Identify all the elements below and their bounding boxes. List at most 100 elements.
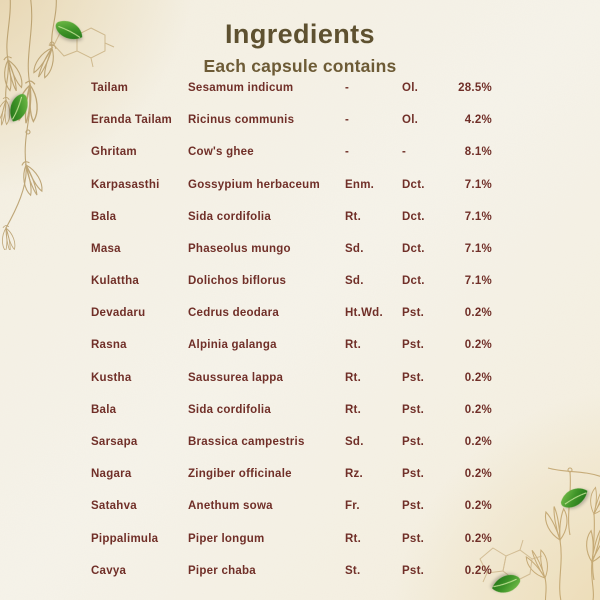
ingredient-percentage: 0.2% — [464, 532, 492, 545]
ingredient-form: Pst. — [402, 564, 425, 577]
ingredient-part-used: Sd. — [345, 242, 364, 255]
ingredient-percentage: 0.2% — [464, 564, 492, 577]
ingredient-part-used: Rz. — [345, 468, 363, 481]
ingredient-botanical-name: Dolichos biflorus — [188, 275, 287, 288]
ingredient-percentage: 7.1% — [464, 210, 492, 223]
ingredient-sanskrit-name: Bala — [91, 403, 117, 416]
ingredient-percentage: 0.2% — [464, 468, 492, 481]
ingredient-botanical-name: Zingiber officinale — [188, 468, 292, 481]
ingredient-botanical-name: Anethum sowa — [188, 500, 273, 513]
ingredient-form: Dct. — [402, 178, 425, 191]
ingredient-percentage: 8.1% — [464, 146, 492, 159]
ingredient-row: Pippalimula Piper longum Rt. Pst. 0.2% — [91, 523, 492, 555]
ingredient-sanskrit-name: Ghritam — [91, 146, 137, 159]
ingredient-part-used: Sd. — [345, 436, 364, 449]
ingredient-botanical-name: Gossypium herbaceum — [188, 178, 320, 191]
ingredient-sanskrit-name: Satahva — [91, 500, 137, 513]
ingredient-part-used: Rt. — [345, 339, 362, 352]
green-leaf-icon — [557, 481, 592, 513]
ingredient-form: Dct. — [402, 242, 425, 255]
ingredient-row: Devadaru Cedrus deodara Ht.Wd. Pst. 0.2% — [91, 297, 492, 329]
ingredient-percentage: 0.2% — [464, 436, 492, 449]
ingredient-percentage: 7.1% — [464, 178, 492, 191]
ingredient-form: Dct. — [402, 275, 425, 288]
ingredient-sanskrit-name: Pippalimula — [91, 532, 159, 545]
ingredient-percentage: 4.2% — [464, 114, 492, 127]
ingredient-form: Pst. — [402, 500, 425, 513]
ingredient-part-used: Ht.Wd. — [345, 307, 383, 320]
ingredient-part-used: Fr. — [345, 500, 360, 513]
ingredient-part-used: - — [345, 114, 350, 127]
ingredient-botanical-name: Sida cordifolia — [188, 210, 271, 223]
ingredient-form: - — [402, 146, 407, 159]
ingredient-form: Pst. — [402, 371, 425, 384]
ingredient-botanical-name: Sida cordifolia — [188, 403, 271, 416]
ingredient-form: Dct. — [402, 210, 425, 223]
ingredient-sanskrit-name: Karpasasthi — [91, 178, 160, 191]
ingredient-percentage: 0.2% — [464, 500, 492, 513]
ingredient-row: Cavya Piper chaba St. Pst. 0.2% — [91, 555, 492, 587]
ingredient-botanical-name: Ricinus communis — [188, 114, 295, 127]
ingredient-sanskrit-name: Sarsapa — [91, 436, 138, 449]
page-title: Ingredients — [225, 19, 375, 49]
ingredients-table: Tailam Sesamum indicum - Ol. 28.5% Erand… — [91, 72, 492, 587]
ingredient-form: Pst. — [402, 307, 425, 320]
ingredient-percentage: 0.2% — [464, 371, 492, 384]
ingredient-sanskrit-name: Nagara — [91, 468, 132, 481]
ingredient-row: Bala Sida cordifolia Rt. Pst. 0.2% — [91, 394, 492, 426]
ingredient-sanskrit-name: Bala — [91, 210, 117, 223]
ingredient-botanical-name: Piper longum — [188, 532, 265, 545]
ingredient-form: Pst. — [402, 436, 425, 449]
ingredient-row: Sarsapa Brassica campestris Sd. Pst. 0.2… — [91, 426, 492, 458]
ingredient-part-used: Rt. — [345, 371, 362, 384]
ingredient-form: Ol. — [402, 114, 419, 127]
ingredient-sanskrit-name: Kustha — [91, 371, 132, 384]
ingredient-percentage: 7.1% — [464, 275, 492, 288]
ingredient-row: Masa Phaseolus mungo Sd. Dct. 7.1% — [91, 233, 492, 265]
ingredient-sanskrit-name: Cavya — [91, 564, 127, 577]
header: Ingredients Each capsule contains — [0, 19, 600, 76]
ingredient-row: Tailam Sesamum indicum - Ol. 28.5% — [91, 72, 492, 104]
ingredient-form: Pst. — [402, 532, 425, 545]
ingredient-row: Eranda Tailam Ricinus communis - Ol. 4.2… — [91, 104, 492, 136]
ingredient-botanical-name: Cedrus deodara — [188, 307, 280, 320]
ingredient-row: Bala Sida cordifolia Rt. Dct. 7.1% — [91, 201, 492, 233]
ingredient-part-used: Rt. — [345, 532, 362, 545]
ingredient-row: Ghritam Cow's ghee - - 8.1% — [91, 136, 492, 168]
ingredient-sanskrit-name: Rasna — [91, 339, 127, 352]
ingredient-part-used: - — [345, 146, 350, 159]
ingredient-part-used: Sd. — [345, 275, 364, 288]
ingredient-sanskrit-name: Eranda Tailam — [91, 114, 173, 127]
ingredient-row: Kulattha Dolichos biflorus Sd. Dct. 7.1% — [91, 265, 492, 297]
ingredient-form: Ol. — [402, 81, 419, 94]
ingredient-percentage: 0.2% — [464, 403, 492, 416]
ingredient-percentage: 0.2% — [464, 307, 492, 320]
ingredient-percentage: 7.1% — [464, 242, 492, 255]
ingredient-botanical-name: Phaseolus mungo — [188, 242, 291, 255]
ingredient-part-used: - — [345, 81, 350, 94]
ingredient-percentage: 0.2% — [464, 339, 492, 352]
ingredient-sanskrit-name: Devadaru — [91, 307, 146, 320]
ingredient-botanical-name: Brassica campestris — [188, 436, 305, 449]
ingredient-botanical-name: Alpinia galanga — [188, 339, 277, 352]
ingredient-sanskrit-name: Kulattha — [91, 275, 139, 288]
ingredient-botanical-name: Saussurea lappa — [188, 371, 284, 384]
ingredient-row: Kustha Saussurea lappa Rt. Pst. 0.2% — [91, 362, 492, 394]
ingredient-form: Pst. — [402, 403, 425, 416]
ingredient-part-used: Rt. — [345, 403, 362, 416]
ingredient-form: Pst. — [402, 339, 425, 352]
ingredient-part-used: St. — [345, 564, 361, 577]
ingredient-percentage: 28.5% — [458, 81, 492, 94]
ingredient-part-used: Rt. — [345, 210, 362, 223]
ingredient-sanskrit-name: Masa — [91, 242, 121, 255]
ingredient-row: Satahva Anethum sowa Fr. Pst. 0.2% — [91, 490, 492, 522]
ingredient-botanical-name: Piper chaba — [188, 564, 256, 577]
green-leaf-icon — [489, 570, 524, 599]
ingredient-botanical-name: Cow's ghee — [188, 146, 254, 159]
ingredient-part-used: Enm. — [345, 178, 375, 191]
ingredient-sanskrit-name: Tailam — [91, 81, 129, 94]
ingredient-row: Karpasasthi Gossypium herbaceum Enm. Dct… — [91, 168, 492, 200]
ingredient-form: Pst. — [402, 468, 425, 481]
ingredient-row: Rasna Alpinia galanga Rt. Pst. 0.2% — [91, 329, 492, 361]
